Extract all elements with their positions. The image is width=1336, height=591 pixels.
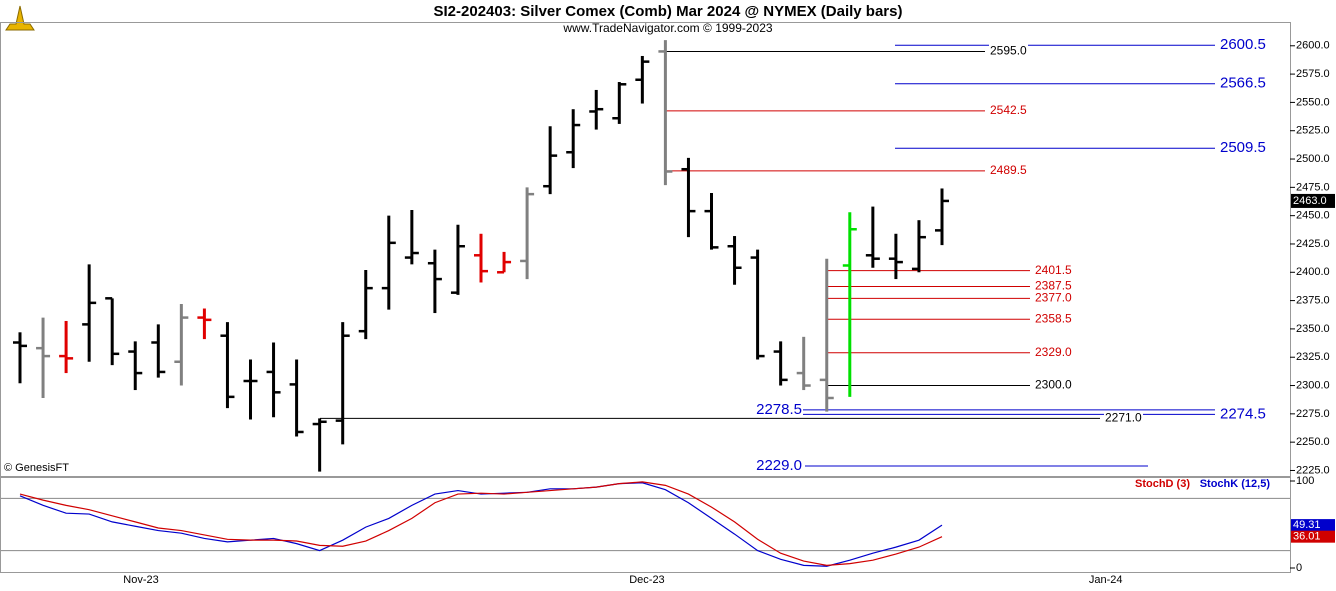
- y-tick-label: 0: [1296, 562, 1302, 574]
- last-price-box: [1291, 193, 1335, 208]
- level-label: 2509.5: [1220, 139, 1266, 156]
- y-tick-label: 2425.0: [1296, 238, 1330, 250]
- y-tick-label: 2525.0: [1296, 125, 1330, 137]
- y-tick-label: 2275.0: [1296, 408, 1330, 420]
- y-tick-label: 2250.0: [1296, 436, 1330, 448]
- level-label: 2300.0: [1035, 378, 1072, 392]
- y-tick-label: 2575.0: [1296, 68, 1330, 80]
- level-label: 2271.0: [1105, 411, 1142, 425]
- level-label: 2387.5: [1035, 279, 1072, 293]
- last-value-box: [1291, 530, 1335, 543]
- legend-entry: StochK (12,5): [1200, 478, 1271, 490]
- level-label: 2401.5: [1035, 263, 1072, 277]
- y-tick-label: 2225.0: [1296, 464, 1330, 476]
- last-price-label: 2463.0: [1293, 195, 1327, 207]
- level-label-bg: [989, 43, 1029, 58]
- level-label: 2274.5: [1220, 405, 1266, 422]
- credit: © GenesisFT: [4, 462, 69, 474]
- level-label-bg: [1104, 410, 1144, 425]
- last-value-label: 36.01: [1293, 531, 1321, 543]
- stoch-line: [19, 481, 943, 566]
- y-tick-label: 2600.0: [1296, 40, 1330, 52]
- level-label-bg: [1034, 311, 1074, 326]
- level-label: 2377.0: [1035, 291, 1072, 305]
- level-label-bg: [1034, 290, 1074, 305]
- last-value-label: 49.31: [1293, 519, 1321, 531]
- level-label-bg: [989, 163, 1029, 178]
- level-label-bg: [1034, 377, 1074, 392]
- subtitle: www.TradeNavigator.com © 1999-2023: [562, 21, 772, 35]
- logo: [5, 5, 35, 31]
- level-label: 2595.0: [990, 44, 1027, 58]
- y-tick-label: 2325.0: [1296, 351, 1330, 363]
- y-tick-label: 2375.0: [1296, 295, 1330, 307]
- y-tick-label: 2300.0: [1296, 379, 1330, 391]
- x-tick-label: Dec-23: [629, 574, 664, 586]
- last-value-box: [1291, 519, 1335, 532]
- level-label: 2329.0: [1035, 345, 1072, 359]
- y-tick-label: 2350.0: [1296, 323, 1330, 335]
- level-label-bg: [1034, 278, 1074, 293]
- y-tick-label: 2500.0: [1296, 153, 1330, 165]
- level-label: 2278.5: [756, 401, 802, 418]
- level-label: 2600.5: [1220, 36, 1266, 53]
- y-tick-label: 2475.0: [1296, 181, 1330, 193]
- x-tick-label: Jan-24: [1089, 574, 1123, 586]
- legend-entry: StochD (3): [1135, 478, 1190, 490]
- level-label-bg: [989, 103, 1029, 118]
- y-tick-label: 2400.0: [1296, 266, 1330, 278]
- stoch-frame: [0, 477, 1291, 573]
- stoch-line: [19, 482, 943, 567]
- y-tick-label: 2550.0: [1296, 96, 1330, 108]
- level-label-bg: [1034, 344, 1074, 359]
- level-label: 2358.5: [1035, 311, 1072, 325]
- level-label: 2229.0: [756, 457, 802, 474]
- level-label: 2566.5: [1220, 75, 1266, 92]
- level-label-bg: [1034, 262, 1074, 277]
- level-label: 2542.5: [990, 103, 1027, 117]
- main-frame: [0, 22, 1291, 477]
- level-label: 2489.5: [990, 163, 1027, 177]
- chart-title: SI2-202403: Silver Comex (Comb) Mar 2024…: [434, 3, 903, 20]
- x-tick-label: Nov-23: [123, 574, 158, 586]
- y-tick-label: 2450.0: [1296, 210, 1330, 222]
- y-tick-label: 100: [1296, 475, 1314, 487]
